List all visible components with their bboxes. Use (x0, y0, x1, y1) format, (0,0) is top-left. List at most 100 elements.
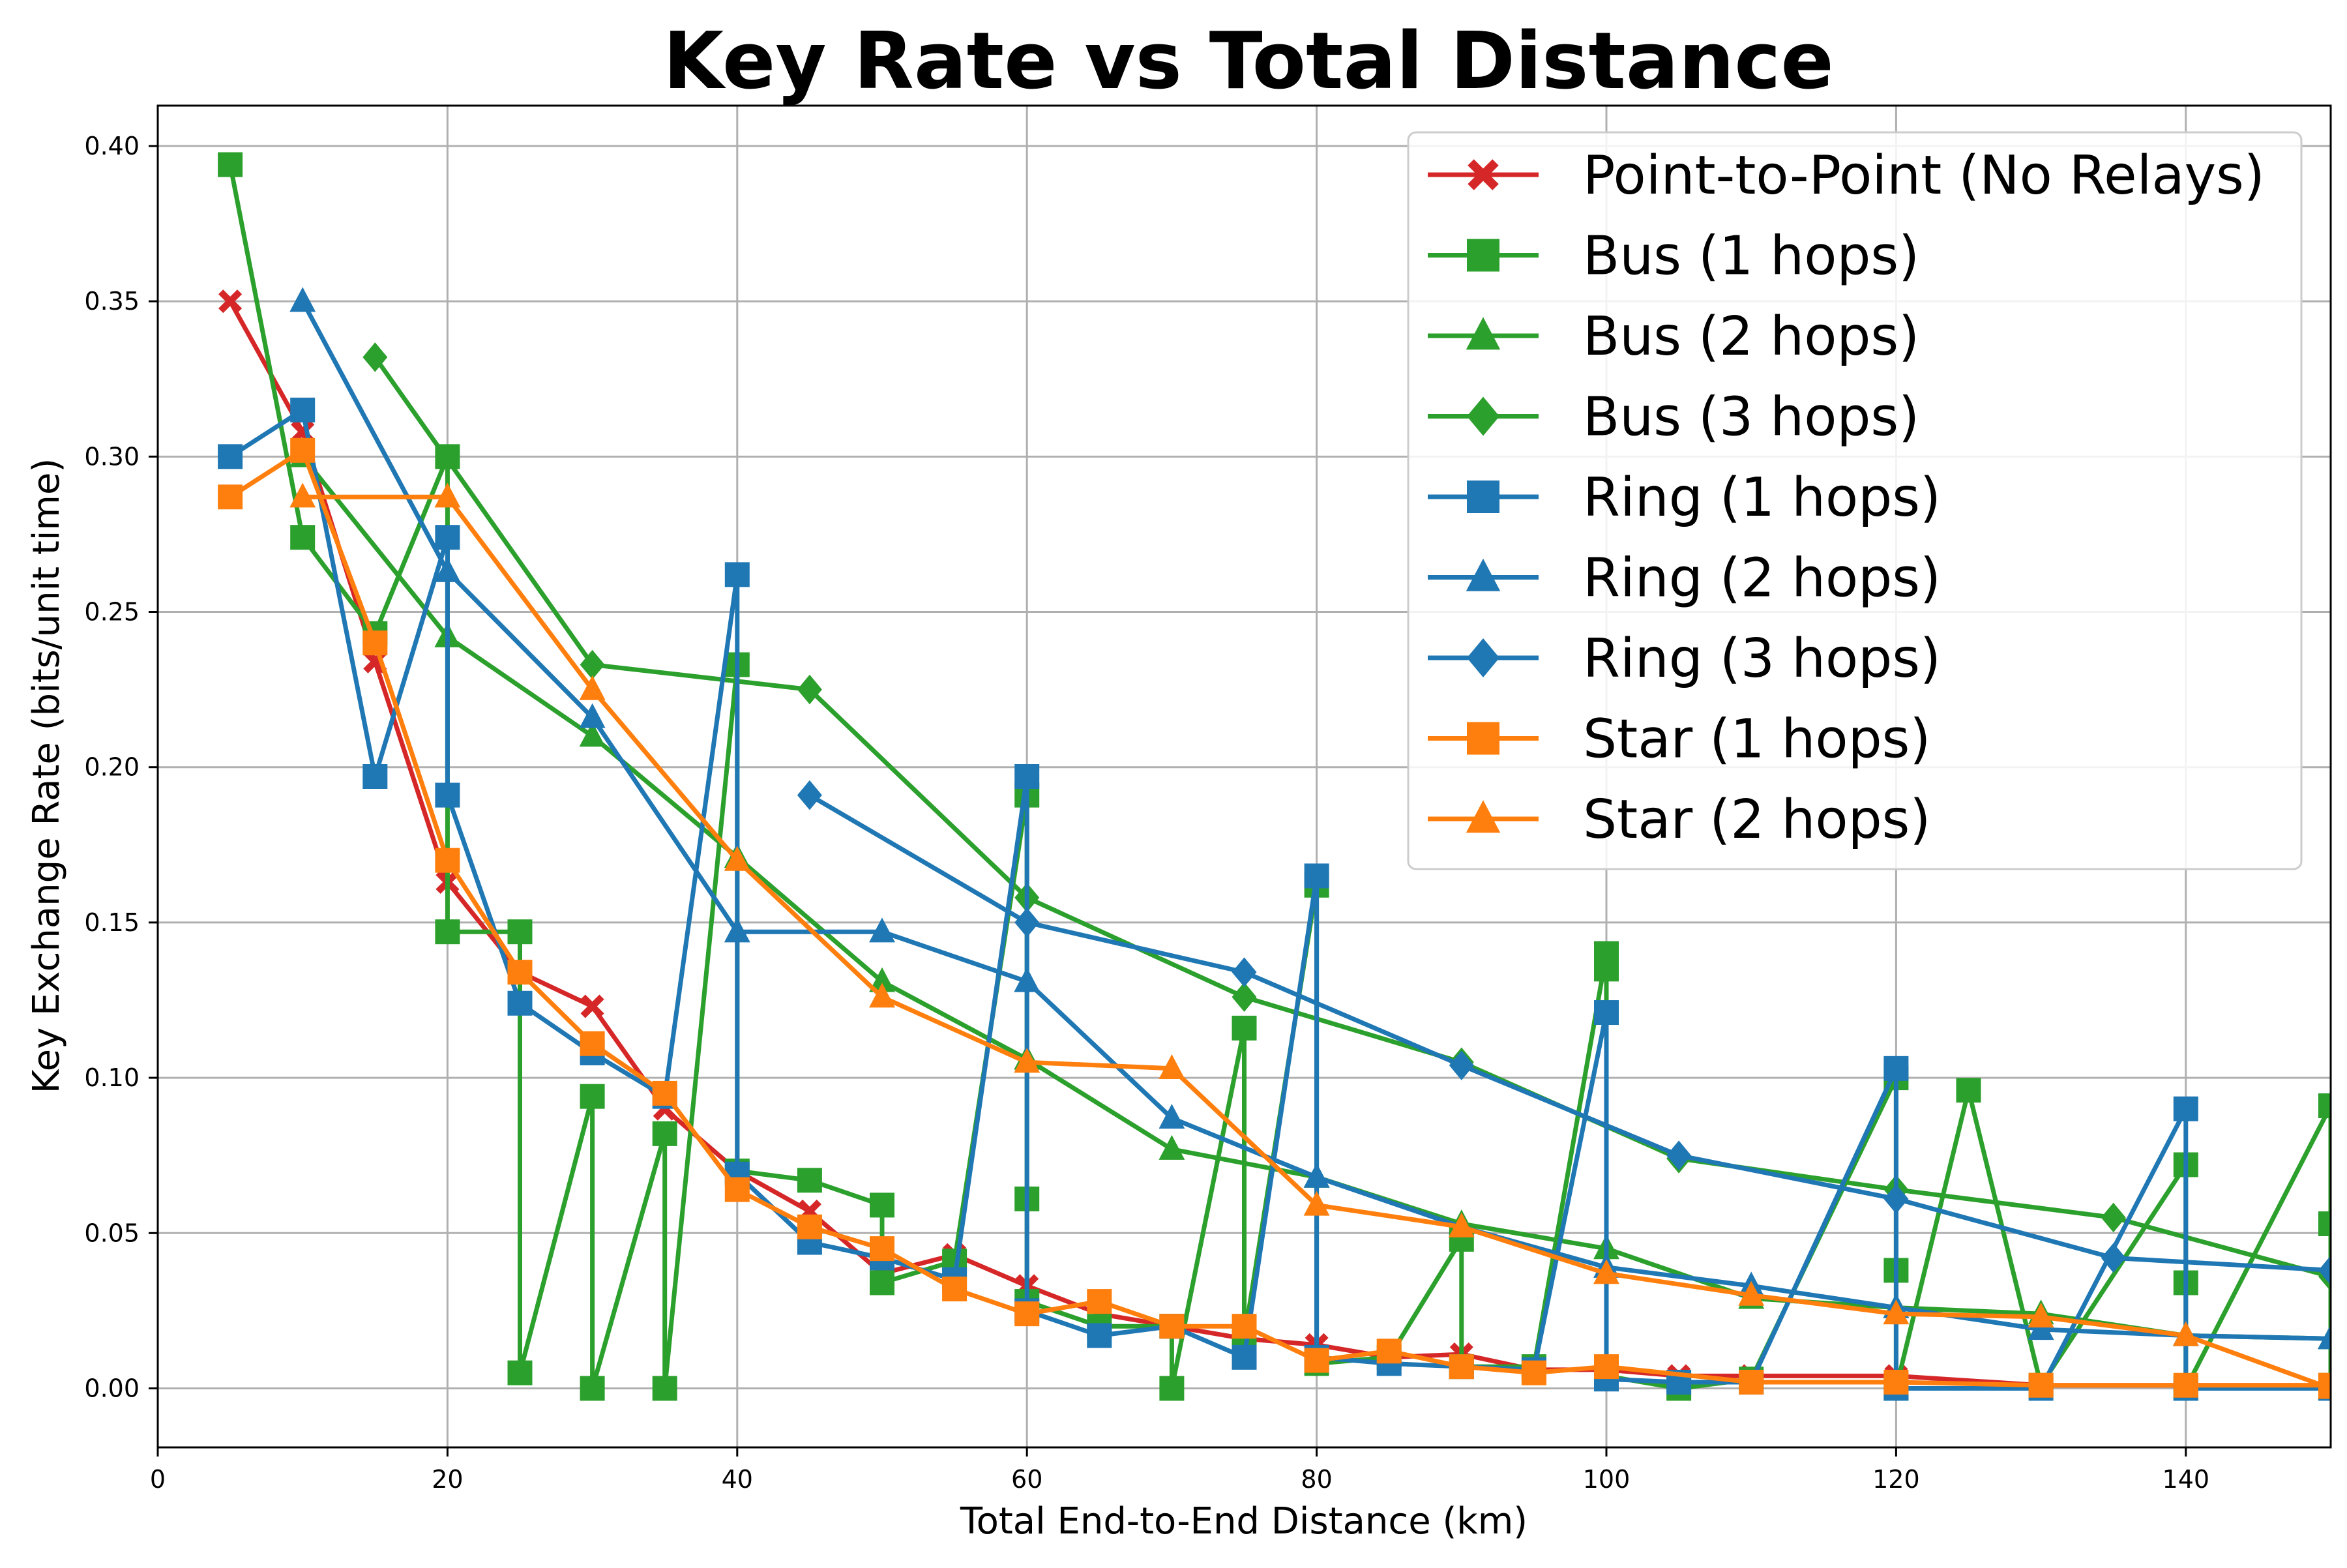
data-point (362, 764, 388, 789)
data-point (507, 990, 533, 1016)
legend-marker (1467, 481, 1499, 513)
legend-marker (1467, 722, 1499, 755)
data-point (1449, 1050, 1474, 1080)
legend-label: Bus (2 hops) (1583, 306, 1919, 368)
legend-marker (1466, 317, 1501, 350)
series-star-2-hops (289, 482, 2331, 1399)
x-tick-label: 120 (1872, 1465, 1920, 1494)
data-point (1232, 982, 1257, 1013)
data-point (580, 1084, 605, 1109)
data-point (2173, 1096, 2198, 1121)
data-point (218, 484, 243, 510)
legend-item: Bus (2 hops) (1428, 306, 1919, 368)
data-point (579, 675, 606, 700)
data-point (1449, 1354, 1474, 1380)
data-point (1739, 1369, 1764, 1395)
axis-ticks: 0 20 40 60 80 100 120 140 0.00 0.05 0.10 0.15 0.20 0.… (84, 132, 2209, 1494)
data-point (290, 437, 316, 463)
data-point (580, 1376, 605, 1401)
legend-label: Star (1 hops) (1583, 709, 1930, 771)
data-point (1303, 1162, 1330, 1188)
data-point (1232, 1314, 1257, 1339)
data-point (434, 557, 461, 582)
data-point (290, 525, 316, 550)
data-point (362, 630, 388, 656)
data-point (870, 1236, 894, 1262)
data-point (362, 342, 388, 372)
data-point (1956, 1078, 1981, 1103)
y-tick-label: 0.00 (84, 1374, 140, 1402)
legend-item: Point-to-Point (No Relays) (1428, 145, 2265, 207)
data-point (435, 782, 460, 808)
data-point (1376, 1339, 1402, 1364)
y-tick-label: 0.25 (84, 598, 140, 627)
data-point (1594, 956, 1619, 982)
data-point (435, 848, 460, 873)
legend-item: Star (1 hops) (1428, 709, 1930, 771)
data-point (2318, 1093, 2331, 1118)
legend-label: Bus (3 hops) (1583, 387, 1919, 449)
data-point (2173, 1372, 2198, 1398)
data-point (1232, 957, 1257, 987)
data-point (1303, 1191, 1330, 1216)
data-point (870, 1270, 894, 1295)
data-point (724, 917, 750, 943)
data-point (290, 397, 316, 422)
data-point (1014, 908, 1040, 938)
data-point (1159, 1134, 1185, 1160)
data-point (1304, 863, 1329, 889)
series-line (373, 355, 2331, 1279)
legend-label: Star (2 hops) (1583, 789, 1930, 851)
data-point (1087, 1289, 1112, 1314)
legend-item: Star (2 hops) (1428, 789, 1930, 851)
data-point (1304, 1348, 1329, 1373)
data-point (1883, 1369, 1909, 1395)
data-point (289, 482, 316, 508)
data-point (2318, 1324, 2331, 1350)
legend: Point-to-Point (No Relays) Bus (1 hops) Bu… (1407, 131, 2303, 870)
data-point (797, 1214, 822, 1239)
data-point (2101, 1243, 2126, 1273)
data-point (1159, 1104, 1185, 1129)
data-point (869, 917, 895, 943)
x-tick-label: 100 (1583, 1465, 1631, 1494)
data-point (652, 1121, 677, 1146)
data-point (1883, 1184, 1909, 1214)
legend-marker (1467, 638, 1499, 677)
legend-box (1407, 131, 2303, 870)
data-point (1232, 1015, 1257, 1041)
series-ring-3-hops (797, 780, 2331, 1286)
data-point (724, 846, 750, 871)
data-point (579, 703, 606, 728)
data-point (1883, 1299, 1910, 1325)
y-tick-label: 0.05 (84, 1219, 140, 1247)
data-point (2318, 1374, 2331, 1399)
data-point (797, 780, 822, 810)
series-layer (218, 152, 2331, 1401)
data-point (1883, 1056, 1909, 1081)
data-point (2318, 1255, 2331, 1286)
data-point (1159, 1314, 1185, 1339)
legend-item: Ring (1 hops) (1428, 467, 1941, 529)
x-tick-label: 60 (1011, 1465, 1042, 1494)
data-point (580, 994, 604, 1018)
y-tick-label: 0.20 (84, 753, 140, 782)
legend-marker (1467, 239, 1499, 272)
data-point (652, 1376, 677, 1401)
data-point (870, 1192, 894, 1218)
data-point (2028, 1303, 2054, 1328)
data-point (1521, 1360, 1546, 1385)
data-point (580, 649, 605, 680)
legend-label: Ring (3 hops) (1583, 628, 1941, 690)
data-point (1594, 1000, 1619, 1026)
data-point (2172, 1321, 2199, 1346)
data-point (1087, 1323, 1112, 1348)
x-tick-label: 0 (150, 1465, 166, 1494)
data-point (797, 674, 822, 705)
y-tick-label: 0.10 (84, 1063, 140, 1092)
data-point (942, 1277, 967, 1302)
data-point (724, 562, 750, 587)
data-point (435, 525, 460, 550)
